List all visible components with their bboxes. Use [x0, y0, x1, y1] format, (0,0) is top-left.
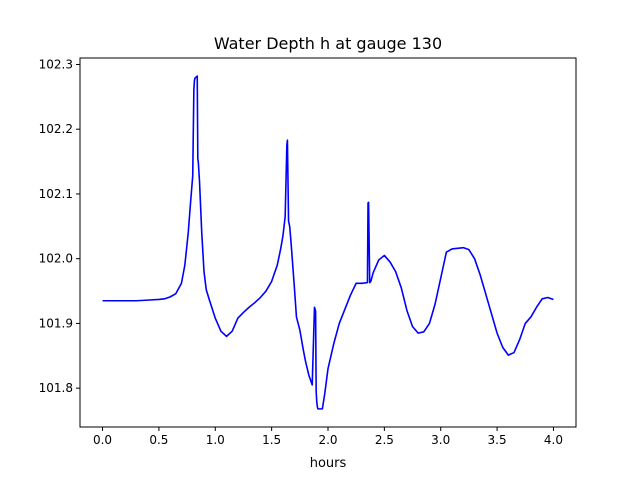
y-tick-label: 102.0: [39, 252, 73, 266]
x-tick-label: 2.0: [318, 433, 337, 447]
x-axis-ticks: 0.0 0.5 1.0 1.5 2.0 2.5 3.0 3.5 4.0: [93, 427, 563, 447]
x-tick-label: 3.0: [431, 433, 450, 447]
x-tick-label: 3.5: [488, 433, 507, 447]
y-tick-label: 102.3: [39, 57, 73, 71]
y-tick-label: 102.2: [39, 122, 73, 136]
y-tick-label: 101.9: [39, 316, 73, 330]
y-tick-label: 101.8: [39, 381, 73, 395]
x-tick-label: 4.0: [544, 433, 563, 447]
y-tick-label: 102.1: [39, 187, 73, 201]
x-tick-label: 2.5: [375, 433, 394, 447]
x-tick-label: 0.0: [93, 433, 112, 447]
series-line: [102, 75, 554, 410]
x-tick-label: 1.0: [206, 433, 225, 447]
chart-title: Water Depth h at gauge 130: [214, 34, 442, 53]
x-tick-label: 0.5: [149, 433, 168, 447]
x-tick-label: 1.5: [262, 433, 281, 447]
axes-frame: [79, 57, 577, 428]
x-axis-label: hours: [310, 456, 347, 471]
y-axis-ticks: 101.8 101.9 102.0 102.1 102.2 102.3: [39, 57, 80, 395]
series-layer: [102, 75, 554, 410]
plot-area: [102, 75, 554, 410]
